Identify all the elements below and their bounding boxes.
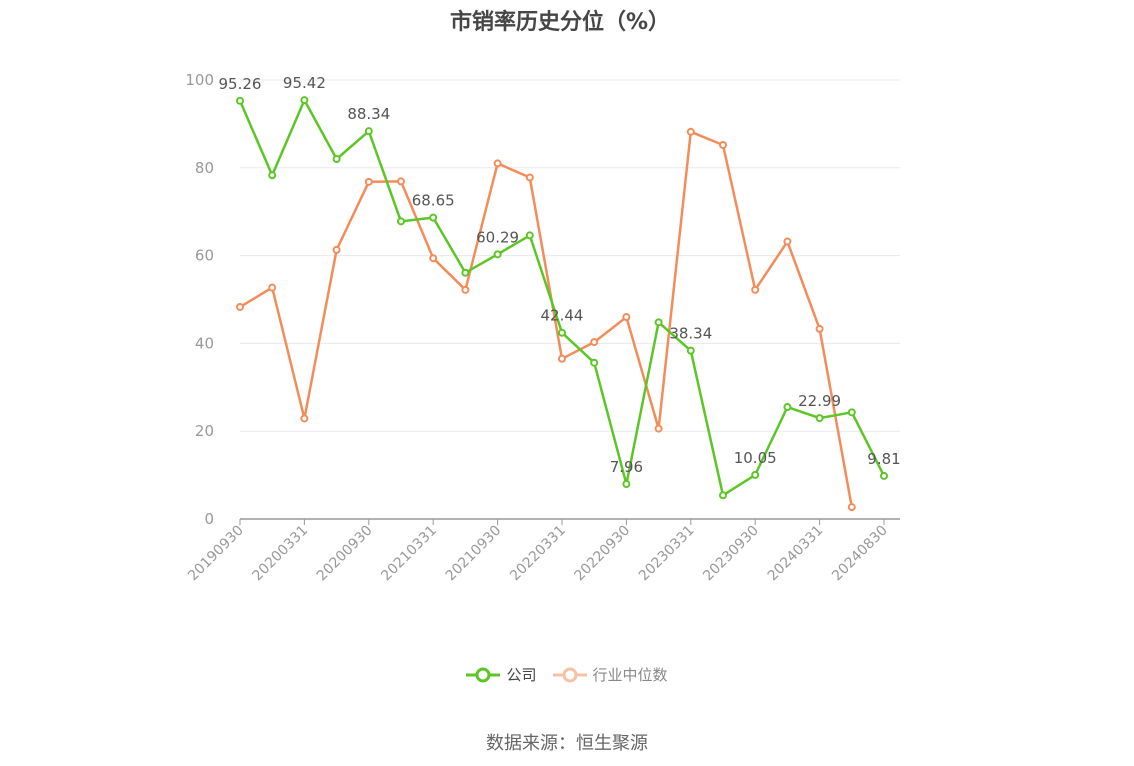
x-tick-label: 20200930 xyxy=(314,523,376,585)
data-point-industry xyxy=(847,503,856,512)
y-tick-label: 40 xyxy=(195,334,214,352)
data-point-company xyxy=(429,213,438,222)
x-tick-label: 20230930 xyxy=(700,523,762,585)
data-point-industry xyxy=(461,285,470,294)
data-point-company xyxy=(880,471,888,480)
data-point-industry xyxy=(268,283,277,292)
data-label: 95.26 xyxy=(219,75,262,93)
y-tick-label: 0 xyxy=(204,510,214,528)
data-label: 88.34 xyxy=(347,105,390,123)
data-point-company xyxy=(719,491,727,500)
data-point-company xyxy=(590,358,599,367)
data-label: 95.42 xyxy=(283,74,326,92)
x-tick-label: 20200331 xyxy=(250,523,312,585)
x-tick-label: 20230331 xyxy=(636,523,698,585)
data-point-industry xyxy=(783,237,792,246)
data-point-industry xyxy=(719,140,727,149)
data-label: 68.65 xyxy=(412,192,455,210)
x-tick-label: 20190930 xyxy=(185,523,247,585)
data-point-company xyxy=(461,268,470,277)
data-point-company xyxy=(783,403,792,412)
series-line-industry xyxy=(239,130,854,508)
data-point-company xyxy=(525,231,534,240)
legend-item-company[interactable]: 公司 xyxy=(466,664,537,685)
data-point-company xyxy=(847,408,856,417)
legend-company-marker-icon xyxy=(466,667,501,682)
legend-industry-marker-icon xyxy=(552,667,587,682)
data-point-industry xyxy=(493,159,502,168)
legend: 公司 行业中位数 xyxy=(0,664,1134,685)
data-point-company xyxy=(558,328,566,337)
data-point-company xyxy=(300,96,309,105)
x-tick-label: 20240830 xyxy=(829,523,891,585)
y-tick-label: 100 xyxy=(185,71,214,89)
data-point-company xyxy=(364,127,373,136)
data-point-industry xyxy=(525,173,534,182)
legend-industry-label: 行业中位数 xyxy=(592,666,668,684)
y-tick-label: 60 xyxy=(195,247,214,265)
data-label: 38.34 xyxy=(669,325,712,343)
data-label: 22.99 xyxy=(798,392,841,410)
data-point-industry xyxy=(300,414,309,423)
data-point-company xyxy=(268,171,277,180)
data-point-company xyxy=(332,155,341,164)
grid-layer xyxy=(240,79,900,432)
data-point-company xyxy=(815,414,824,423)
data-point-industry xyxy=(622,313,631,322)
y-tick-label: 80 xyxy=(195,159,214,177)
data-label: 9.81 xyxy=(867,450,900,468)
x-tick-label: 20220930 xyxy=(572,523,634,585)
legend-company-label: 公司 xyxy=(506,666,537,684)
x-tick-label: 20210930 xyxy=(443,523,505,585)
data-point-industry xyxy=(590,338,599,347)
data-point-company xyxy=(236,96,244,105)
data-point-company xyxy=(493,250,502,259)
data-point-company xyxy=(654,318,663,327)
label-layer: 95.26 95.42 88.34 68.65 60.29 42.44 7.96 38.34 1… xyxy=(219,74,901,476)
data-point-industry xyxy=(429,254,438,263)
data-point-industry xyxy=(364,177,373,186)
data-point-company xyxy=(622,480,631,489)
x-tick-label: 20210331 xyxy=(378,523,440,585)
data-point-industry xyxy=(751,285,760,294)
data-label: 60.29 xyxy=(476,228,519,246)
data-point-industry xyxy=(558,354,566,363)
x-tick-label: 20220331 xyxy=(507,523,569,585)
data-point-industry xyxy=(686,127,695,136)
chart-title: 市销率历史分位（%） xyxy=(449,10,671,35)
data-point-industry xyxy=(397,177,405,186)
x-tick-label: 20240331 xyxy=(765,523,827,585)
data-point-industry xyxy=(654,424,663,433)
data-label: 7.96 xyxy=(610,458,643,476)
source-note: 数据来源：恒生聚源 xyxy=(486,733,648,754)
data-label: 10.05 xyxy=(734,449,777,467)
data-point-company xyxy=(686,346,695,355)
series-layer xyxy=(236,96,888,512)
data-point-company xyxy=(751,470,760,479)
data-label: 42.44 xyxy=(541,307,584,325)
data-point-industry xyxy=(332,245,341,254)
y-tick-label: 20 xyxy=(195,422,214,440)
data-point-industry xyxy=(815,324,824,333)
legend-item-industry[interactable]: 行业中位数 xyxy=(552,664,668,685)
data-point-industry xyxy=(236,302,244,311)
data-point-company xyxy=(397,217,405,226)
